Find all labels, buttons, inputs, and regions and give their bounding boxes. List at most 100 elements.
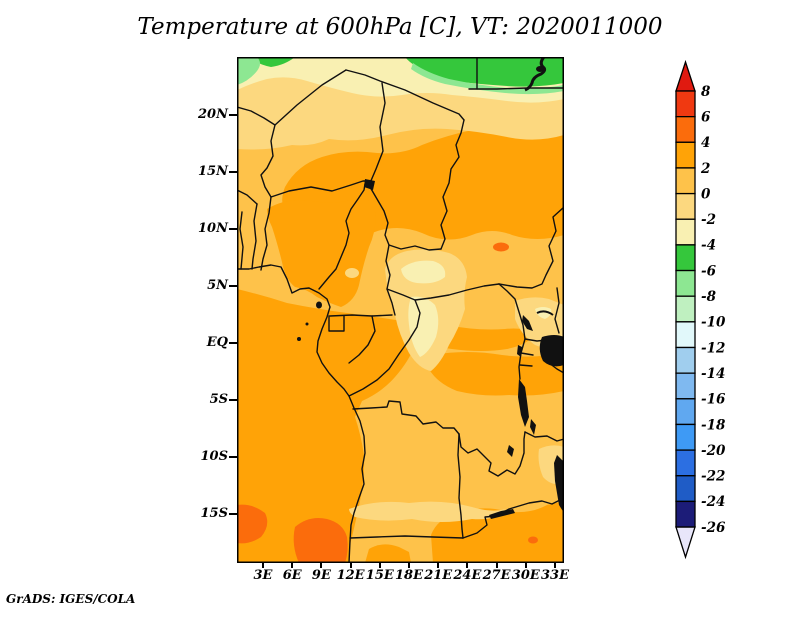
lon-tick-label-30E: 30E xyxy=(511,568,540,583)
border-egypt-sudan xyxy=(468,87,564,90)
contour-red-spot-se xyxy=(528,536,538,544)
border-eq-guinea xyxy=(328,315,345,332)
plot-title: Temperature at 600hPa [C], VT: 202001100… xyxy=(137,14,663,40)
colorbar: 8 6 4 2 0 -2 -4 -6 -8 -10 -12 -14 -16 -18 -20 -22 -24 -26 xyxy=(675,59,726,560)
lon-tick-label-24E: 24E xyxy=(453,568,482,583)
lake-victoria xyxy=(539,335,564,367)
lat-tick-mark xyxy=(229,114,237,116)
island-principe xyxy=(305,322,309,326)
colorbar-segment xyxy=(675,116,696,143)
lat-tick-label-15N: 15N xyxy=(198,164,228,179)
border-drc-angola xyxy=(352,400,460,435)
contour-green-sliver xyxy=(255,57,295,67)
border-rwanda-burundi xyxy=(519,352,534,367)
colorbar-segment xyxy=(675,475,696,503)
lat-tick-label-10N: 10N xyxy=(198,221,228,236)
border-niger-chad xyxy=(369,82,386,184)
lake-albert xyxy=(522,315,533,331)
border-benin-nigeria xyxy=(260,196,272,271)
border-angola-zambia xyxy=(457,433,464,539)
lon-tick-label-33E: 33E xyxy=(541,568,569,583)
lon-tick-mark xyxy=(408,563,410,568)
colorbar-level-label: -26 xyxy=(701,520,726,536)
lat-tick-mark xyxy=(229,399,237,401)
colorbar-segment xyxy=(675,295,696,323)
lat-tick-label-5N: 5N xyxy=(207,278,228,293)
colorbar-segment xyxy=(675,372,696,400)
lon-tick-label-18E: 18E xyxy=(395,568,423,583)
colorbar-segment xyxy=(675,321,696,349)
border-sudan-ethiopia xyxy=(498,206,564,289)
lat-tick-label-15S: 15S xyxy=(200,506,228,521)
lon-tick-label-6E: 6E xyxy=(282,568,302,583)
temperature-map xyxy=(237,57,564,563)
map-area xyxy=(237,57,564,563)
contour-orange-east-band xyxy=(428,352,564,396)
nile-river xyxy=(524,57,547,92)
credit-text: GrADS: IGES/COLA xyxy=(6,592,136,606)
border-angola-namibia xyxy=(349,535,464,539)
lat-tick-mark xyxy=(229,456,237,458)
border-chad-car xyxy=(369,186,442,251)
colorbar-level-label: -20 xyxy=(701,443,726,459)
lon-tick-mark xyxy=(554,563,556,568)
border-nigeria-cameroon xyxy=(318,183,366,290)
lon-tick-label-27E: 27E xyxy=(482,568,511,583)
country-borders xyxy=(237,57,564,563)
border-mali-niger xyxy=(260,124,276,198)
lake-rukwa xyxy=(530,419,536,435)
colorbar-level-label: -8 xyxy=(701,289,717,305)
border-zambia-tanzania xyxy=(524,431,564,442)
lon-tick-mark xyxy=(466,563,469,568)
colorbar-level-label: 2 xyxy=(700,161,710,177)
colorbar-level-label: -14 xyxy=(701,366,725,382)
colorbar-level-label: 4 xyxy=(701,135,710,151)
lon-tick-mark xyxy=(320,563,323,568)
lat-tick-mark xyxy=(229,228,237,230)
contour-orange-bottom-tongue xyxy=(365,544,411,563)
island-sao-tome xyxy=(297,337,301,341)
filled-contours xyxy=(237,57,564,563)
lake-tanganyika xyxy=(518,379,529,427)
nile-lake-blob xyxy=(536,66,544,72)
lakes-and-rivers xyxy=(297,57,564,519)
lat-tick-mark xyxy=(229,342,237,344)
border-congo-drc-river xyxy=(348,299,421,397)
island-bioko xyxy=(316,301,322,309)
colorbar-level-label: -4 xyxy=(701,238,716,254)
lake-kariba xyxy=(489,509,515,519)
colorbar-level-label: -16 xyxy=(701,392,726,408)
colorbar-level-label: -2 xyxy=(701,212,716,228)
border-niger-nigeria xyxy=(270,180,366,198)
colorbar-segment xyxy=(675,346,696,374)
lat-tick-mark xyxy=(229,285,237,287)
colorbar-segment xyxy=(675,167,696,195)
lake-mweru xyxy=(507,445,514,457)
lat-tick-label-10S: 10S xyxy=(200,449,228,464)
colorbar-level-label: -24 xyxy=(701,494,725,510)
lat-tick-label-20N: 20N xyxy=(198,107,228,122)
colorbar-level-label: -18 xyxy=(701,417,726,433)
lat-tick-mark xyxy=(229,513,237,515)
colorbar-segment xyxy=(675,500,696,528)
colorbar-segment xyxy=(675,269,696,297)
contour-golden-south-band xyxy=(349,501,505,522)
lake-chad xyxy=(364,179,375,190)
border-niger-libya-chad xyxy=(345,69,465,121)
colorbar-level-label: -10 xyxy=(701,315,726,331)
colorbar-level-label: 6 xyxy=(701,109,711,125)
border-ghana-togo xyxy=(239,211,244,270)
colorbar-level-label: -12 xyxy=(701,340,725,356)
colorbar-segment xyxy=(675,398,696,426)
lon-tick-label-21E: 21E xyxy=(424,568,453,583)
lon-tick-mark xyxy=(349,563,352,568)
colorbar-level-label: 0 xyxy=(701,186,711,202)
lon-tick-mark xyxy=(378,563,381,568)
lon-tick-mark xyxy=(262,563,264,568)
lon-tick-label-9E: 9E xyxy=(311,568,331,583)
lon-tick-label-12E: 12E xyxy=(336,568,365,583)
border-zambezi xyxy=(462,497,564,539)
contour-paleyellow-car-2 xyxy=(408,296,439,357)
lake-kyoga xyxy=(536,310,554,316)
lake-malawi xyxy=(554,455,564,513)
